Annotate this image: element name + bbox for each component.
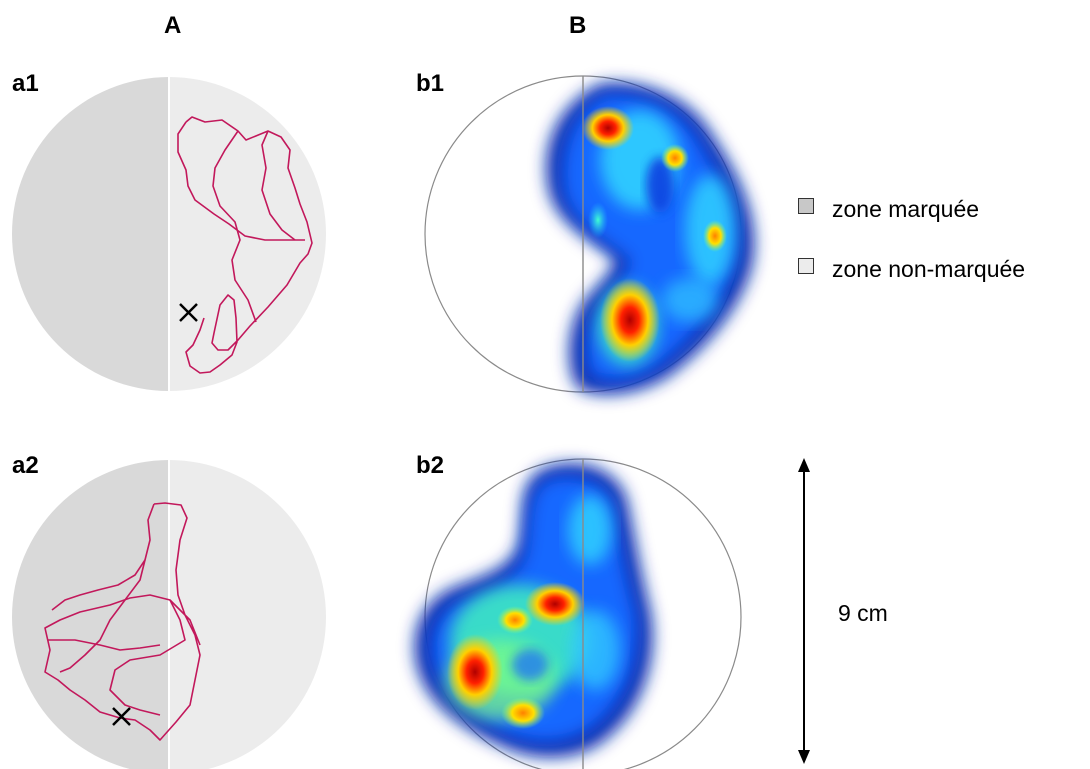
scale-bar	[798, 458, 810, 764]
legend-swatch-marked	[798, 198, 814, 214]
column-label-a: A	[164, 12, 182, 39]
heatmap-b1	[546, 82, 755, 395]
trajectory-a2	[44, 502, 201, 741]
column-label-b: B	[569, 12, 587, 39]
trajectory-a1	[177, 116, 313, 374]
legend-label-unmarked: zone non-marquée	[832, 256, 1026, 282]
panel-label-b2: b2	[416, 452, 445, 479]
arena-a2	[12, 460, 326, 769]
start-marker-a1	[179, 303, 198, 322]
legend-swatch-unmarked	[798, 258, 814, 274]
panel-label-a1: a1	[12, 70, 39, 97]
panel-label-a2: a2	[12, 452, 39, 479]
scale-label: 9 cm	[838, 600, 888, 626]
arena-a1	[12, 77, 326, 391]
heatmap-b2	[414, 463, 653, 758]
legend-label-marked: zone marquée	[832, 196, 980, 222]
panel-label-b1: b1	[416, 70, 445, 97]
start-marker-a2	[112, 707, 131, 726]
